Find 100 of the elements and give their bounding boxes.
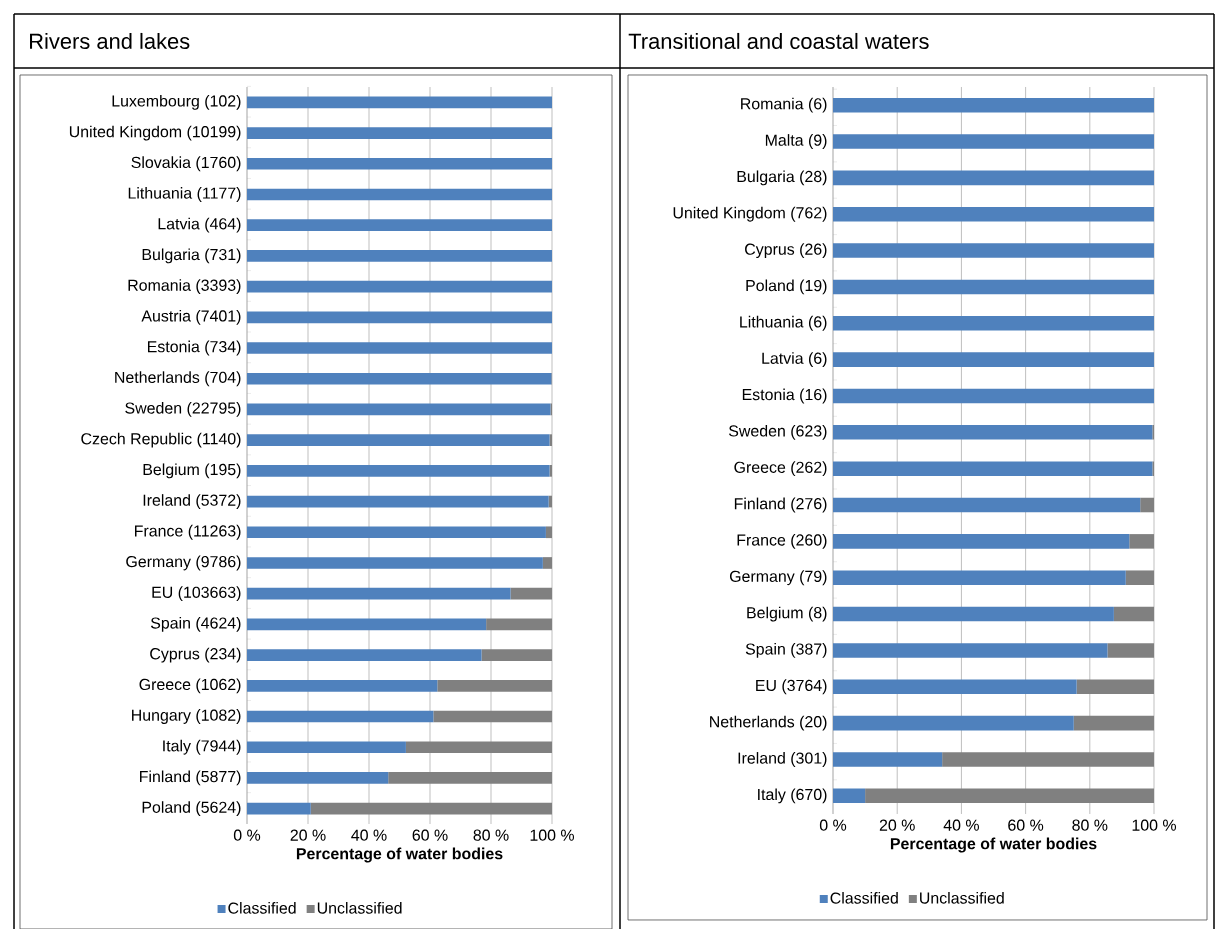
y-tick-label: Italy (7944) [163, 739, 241, 755]
y-tick-label: Netherlands (20) [710, 715, 827, 731]
legend-label: Unclassified [920, 892, 1004, 904]
bar [247, 280, 553, 293]
bar [481, 649, 553, 661]
bar [833, 97, 1155, 113]
bar [247, 526, 546, 539]
y-tick-label: Belgium (195) [143, 463, 241, 479]
y-tick-label: Netherlands (704) [115, 371, 241, 387]
y-tick-label: Romania (3393) [128, 279, 241, 295]
bar [486, 618, 553, 631]
bar [833, 570, 1126, 585]
x-tick-label: 100 % [530, 829, 575, 841]
y-tick-label: Austria (7401) [141, 309, 241, 325]
bar [405, 741, 553, 754]
y-tick-label: Hungary (1082) [132, 709, 241, 724]
bar [1076, 679, 1155, 695]
x-tick-label: 40 % [943, 819, 979, 831]
bar [247, 219, 553, 232]
y-tick-label: Malta (9) [765, 134, 827, 149]
bar [833, 679, 1077, 695]
chart-title: Rivers and lakes [30, 32, 190, 50]
y-tick-label: Latvia (464) [158, 217, 241, 233]
bar [247, 127, 553, 139]
bar [247, 495, 549, 508]
y-tick-label: Belgium (8) [747, 606, 827, 622]
legend-label: Classified [228, 902, 296, 914]
bar [833, 134, 1155, 149]
bar [247, 557, 543, 569]
chart-title: Transitional and coastal waters [628, 32, 929, 50]
y-tick-label: Estonia (734) [148, 340, 241, 356]
bar [1107, 643, 1155, 658]
y-tick-label: Lithuania (1177) [128, 187, 241, 202]
y-tick-label: Germany (9786) [126, 555, 241, 571]
bar [247, 802, 311, 815]
bar [247, 465, 550, 477]
bar [247, 96, 553, 109]
bar [833, 788, 866, 804]
y-tick-label: Sweden (623) [728, 424, 827, 440]
bar [833, 534, 1130, 549]
bar [1125, 570, 1155, 585]
x-axis-title: Percentage of water bodies [296, 847, 503, 863]
x-tick-label: 60 % [412, 829, 448, 841]
bar [247, 311, 553, 324]
bar [833, 352, 1155, 367]
y-tick-label: Italy (670) [758, 788, 827, 804]
bar [833, 243, 1155, 258]
x-tick-label: 40 % [351, 829, 387, 841]
y-tick-label: Bulgaria (731) [142, 248, 241, 264]
y-tick-label: Bulgaria (28) [737, 170, 827, 186]
x-tick-label: 0 % [233, 829, 261, 841]
bar [247, 772, 389, 784]
bar [247, 649, 482, 661]
bar [247, 250, 553, 262]
y-tick-label: France (11263) [135, 524, 241, 540]
bar [1113, 606, 1155, 622]
y-tick-label: United Kingdom (762) [673, 206, 827, 222]
bar [247, 587, 511, 600]
bar [833, 715, 1074, 731]
bar [833, 461, 1153, 476]
x-tick-label: 60 % [1008, 819, 1044, 831]
x-tick-label: 80 % [1072, 819, 1108, 831]
bar [833, 425, 1153, 440]
bar [1129, 534, 1155, 549]
x-tick-label: 20 % [879, 819, 915, 831]
bar [833, 606, 1114, 622]
bar [247, 157, 553, 170]
bar [437, 679, 553, 692]
y-tick-label: Ireland (301) [738, 752, 827, 767]
y-tick-label: EU (103663) [152, 586, 241, 602]
x-axis-title: Percentage of water bodies [890, 837, 1097, 853]
bar [865, 788, 1155, 804]
x-tick-label: 0 % [819, 819, 847, 831]
bar [833, 497, 1141, 513]
bar [545, 526, 553, 539]
y-tick-label: Latvia (6) [762, 352, 827, 368]
bar [433, 710, 553, 723]
bar [833, 316, 1155, 331]
bar [388, 772, 553, 784]
bar [942, 752, 1155, 767]
bar [542, 557, 553, 569]
y-tick-label: Romania (6) [741, 97, 827, 113]
y-tick-label: Spain (387) [745, 642, 827, 658]
y-tick-label: Luxembourg (102) [112, 94, 241, 110]
x-tick-label: 20 % [290, 829, 326, 841]
bar [833, 643, 1108, 658]
y-tick-label: Estonia (16) [742, 388, 827, 404]
legend-label: Unclassified [317, 902, 402, 914]
bar [247, 342, 553, 354]
bar [247, 741, 406, 754]
y-tick-label: Lithuania (6) [740, 315, 827, 331]
y-tick-label: Finland (276) [734, 497, 827, 513]
bar [247, 372, 552, 385]
bar [247, 403, 551, 416]
y-tick-label: EU (3764) [756, 679, 827, 695]
bar [510, 587, 553, 600]
bar [833, 206, 1155, 222]
legend-label: Classified [830, 892, 898, 904]
y-tick-label: United Kingdom (10199) [69, 125, 241, 141]
bar [247, 188, 553, 201]
